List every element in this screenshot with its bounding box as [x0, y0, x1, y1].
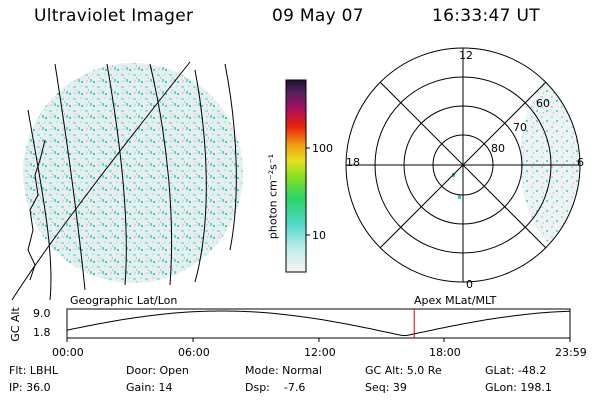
- geographic-label: Geographic Lat/Lon: [70, 294, 178, 307]
- y-tick-1-8: 1.8: [33, 326, 51, 339]
- lat-70-label: 70: [513, 121, 527, 134]
- status-seq: Seq: 39: [365, 381, 407, 394]
- orbit-x-ticks: [66, 338, 571, 342]
- status-glon: GLon: 198.1: [485, 381, 552, 394]
- colorbar-unit-label: photon cm⁻²s⁻¹: [266, 153, 280, 240]
- status-glat: GLat: -48.2: [485, 364, 547, 377]
- polar-plot: [345, 47, 581, 283]
- time-label: 16:33:47 UT: [432, 6, 540, 26]
- status-dsp: Dsp: -7.6: [245, 381, 306, 394]
- mlt-18-label: 18: [346, 156, 360, 169]
- x-tick-1200: 12:00: [304, 346, 336, 359]
- y-tick-9: 9.0: [33, 307, 51, 320]
- colorbar: [285, 79, 310, 273]
- uv-image: [23, 63, 243, 283]
- polar-grid: [345, 47, 581, 283]
- mlt-12-label: 12: [459, 49, 473, 62]
- mlt-6-label: 6: [577, 156, 584, 169]
- x-tick-0000: 00:00: [52, 346, 84, 359]
- orbit-plot-frame: [66, 308, 571, 339]
- status-door: Door: Open: [126, 364, 189, 377]
- status-gc-alt: GC Alt: 5.0 Re: [365, 364, 442, 377]
- x-tick-2359: 23:59: [555, 346, 587, 359]
- lat-80-label: 80: [491, 142, 505, 155]
- x-tick-0600: 06:00: [178, 346, 210, 359]
- colorbar-tick-100: 100: [312, 142, 333, 155]
- apex-label: Apex MLat/MLT: [414, 294, 497, 307]
- x-tick-1800: 18:00: [429, 346, 461, 359]
- status-mode: Mode: Normal: [245, 364, 322, 377]
- coastline: [27, 139, 46, 281]
- geo-gridlines: [11, 61, 237, 300]
- status-gain: Gain: 14: [126, 381, 173, 394]
- lat-60-label: 60: [536, 97, 550, 110]
- status-filter: Flt: LBHL: [9, 364, 58, 377]
- mlt-0-label: 0: [466, 278, 473, 291]
- status-ip: IP: 36.0: [9, 381, 51, 394]
- geographic-image-panel: [11, 61, 243, 300]
- orbit-altitude-plot: [66, 308, 571, 342]
- colorbar-tick-10: 10: [312, 229, 326, 242]
- instrument-title: Ultraviolet Imager: [34, 6, 194, 26]
- date-label: 09 May 07: [272, 6, 364, 26]
- altitude-curve: [66, 310, 571, 336]
